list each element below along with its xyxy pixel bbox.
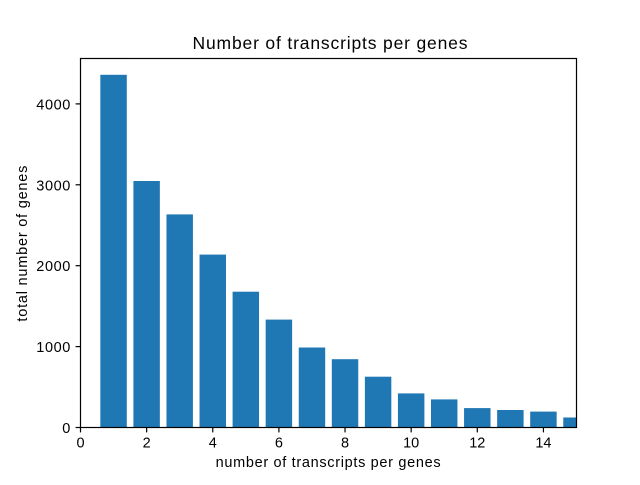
svg-text:14: 14 — [535, 436, 551, 452]
svg-text:4000: 4000 — [36, 97, 70, 113]
svg-text:number of transcripts per gene: number of transcripts per genes — [216, 455, 441, 471]
svg-text:12: 12 — [469, 436, 485, 452]
svg-text:0: 0 — [62, 421, 70, 437]
svg-text:2: 2 — [143, 436, 151, 452]
svg-text:2000: 2000 — [36, 259, 70, 275]
svg-text:total number of genes: total number of genes — [15, 166, 31, 322]
svg-text:0: 0 — [76, 436, 84, 452]
svg-text:3000: 3000 — [36, 178, 70, 194]
svg-text:4: 4 — [209, 436, 217, 452]
svg-text:6: 6 — [275, 436, 283, 452]
svg-text:Number of transcripts per gene: Number of transcripts per genes — [193, 33, 468, 53]
svg-text:8: 8 — [341, 436, 349, 452]
svg-text:10: 10 — [403, 436, 419, 452]
svg-text:1000: 1000 — [36, 340, 70, 356]
